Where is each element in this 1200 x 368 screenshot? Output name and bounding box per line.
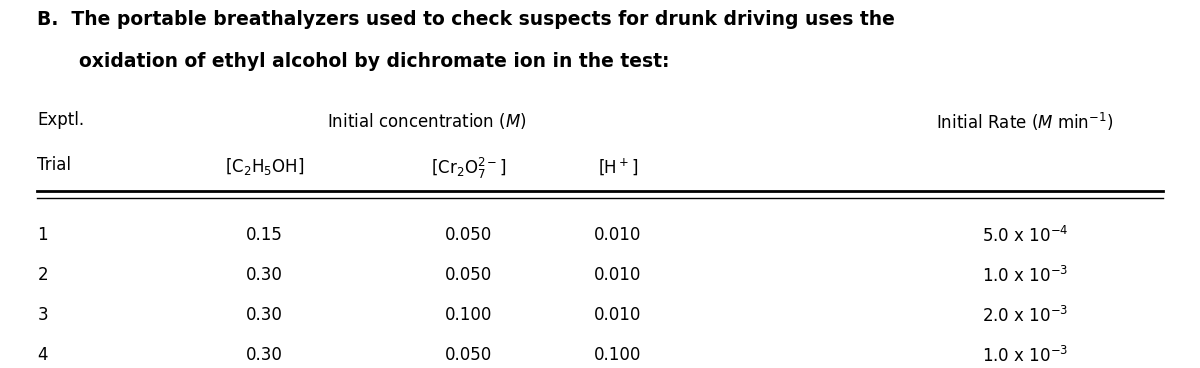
Text: B.  The portable breathalyzers used to check suspects for drunk driving uses the: B. The portable breathalyzers used to ch… bbox=[37, 10, 895, 29]
Text: 2: 2 bbox=[37, 266, 48, 284]
Text: 0.010: 0.010 bbox=[594, 266, 642, 284]
Text: Trial: Trial bbox=[37, 156, 71, 174]
Text: Initial concentration ($M$): Initial concentration ($M$) bbox=[326, 111, 527, 131]
Text: 0.30: 0.30 bbox=[246, 266, 283, 284]
Text: 0.050: 0.050 bbox=[445, 226, 492, 244]
Text: 0.010: 0.010 bbox=[594, 226, 642, 244]
Text: 2.0 x 10$^{-3}$: 2.0 x 10$^{-3}$ bbox=[982, 306, 1068, 326]
Text: 0.010: 0.010 bbox=[594, 306, 642, 324]
Text: 0.100: 0.100 bbox=[594, 346, 642, 364]
Text: 3: 3 bbox=[37, 306, 48, 324]
Text: 1: 1 bbox=[37, 226, 48, 244]
Text: 0.050: 0.050 bbox=[445, 266, 492, 284]
Text: 4: 4 bbox=[37, 346, 48, 364]
Text: [Cr$_2$O$_7^{2-}$]: [Cr$_2$O$_7^{2-}$] bbox=[431, 156, 506, 181]
Text: [C$_2$H$_5$OH]: [C$_2$H$_5$OH] bbox=[226, 156, 305, 177]
Text: Initial Rate ($M$ min$^{-1}$): Initial Rate ($M$ min$^{-1}$) bbox=[936, 111, 1114, 133]
Text: [H$^+$]: [H$^+$] bbox=[598, 156, 638, 177]
Text: 0.15: 0.15 bbox=[246, 226, 283, 244]
Text: 0.30: 0.30 bbox=[246, 306, 283, 324]
Text: 5.0 x 10$^{-4}$: 5.0 x 10$^{-4}$ bbox=[982, 226, 1068, 246]
Text: Exptl.: Exptl. bbox=[37, 111, 84, 129]
Text: 0.100: 0.100 bbox=[445, 306, 492, 324]
Text: 0.050: 0.050 bbox=[445, 346, 492, 364]
Text: oxidation of ethyl alcohol by dichromate ion in the test:: oxidation of ethyl alcohol by dichromate… bbox=[79, 52, 670, 71]
Text: 0.30: 0.30 bbox=[246, 346, 283, 364]
Text: 1.0 x 10$^{-3}$: 1.0 x 10$^{-3}$ bbox=[982, 266, 1068, 286]
Text: 1.0 x 10$^{-3}$: 1.0 x 10$^{-3}$ bbox=[982, 346, 1068, 366]
